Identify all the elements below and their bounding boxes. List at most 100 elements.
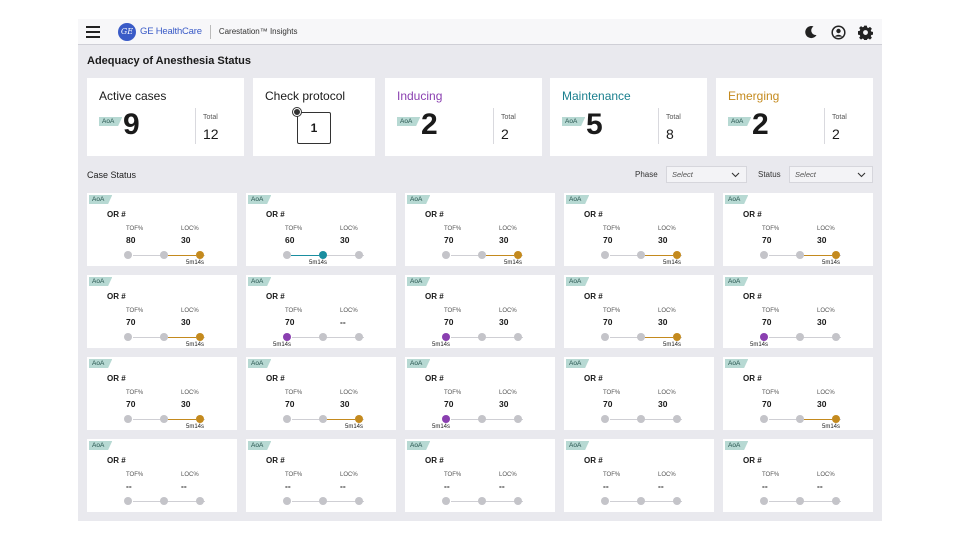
or-number: OR # xyxy=(266,456,285,465)
loc-value: 30 xyxy=(817,399,827,409)
case-card[interactable]: AoA OR # TOF% LOC% 70 30 5m14s xyxy=(87,357,237,430)
check-protocol-button[interactable]: 1 xyxy=(297,112,331,144)
aoa-tag: AoA xyxy=(725,359,749,368)
case-card[interactable]: AoA OR # TOF% LOC% 70 30 5m14s xyxy=(723,193,873,266)
summary-label: Maintenance xyxy=(562,89,631,103)
summary-label: Active cases xyxy=(99,89,167,103)
phase-dot-icon xyxy=(283,415,291,423)
summary-inducing[interactable]: Inducing AoA 2 Total 2 xyxy=(385,78,542,156)
phase-dot-icon xyxy=(637,415,645,423)
tof-value: -- xyxy=(126,481,132,491)
aoa-tag: AoA xyxy=(248,277,272,286)
tof-label: TOF% xyxy=(762,390,780,396)
phase-dot-icon xyxy=(442,333,450,341)
phase-dot-icon xyxy=(478,415,486,423)
summary-label: Emerging xyxy=(728,89,780,103)
case-card[interactable]: AoA OR # TOF% LOC% 70 30 5m14s xyxy=(405,357,555,430)
loc-value: -- xyxy=(817,481,823,491)
case-card[interactable]: AoA OR # TOF% LOC% -- -- xyxy=(87,439,237,512)
phase-track xyxy=(133,501,205,502)
loc-label: LOC% xyxy=(817,472,835,478)
loc-value: 30 xyxy=(817,235,827,245)
case-card[interactable]: AoA OR # TOF% LOC% 70 30 5m14s xyxy=(246,357,396,430)
phase-dot-icon xyxy=(196,333,204,341)
case-card[interactable]: AoA OR # TOF% LOC% 70 30 5m14s xyxy=(405,275,555,348)
phase-dot-icon xyxy=(442,251,450,259)
or-number: OR # xyxy=(743,292,762,301)
case-card[interactable]: AoA OR # TOF% LOC% 70 30 xyxy=(564,357,714,430)
summary-maintenance[interactable]: Maintenance AoA 5 Total 8 xyxy=(550,78,707,156)
phase-dot-icon xyxy=(673,333,681,341)
case-card[interactable]: AoA OR # TOF% LOC% 70 30 5m14s xyxy=(564,193,714,266)
loc-label: LOC% xyxy=(181,226,199,232)
tof-label: TOF% xyxy=(444,226,462,232)
phase-track xyxy=(292,501,364,502)
phase-dot-icon xyxy=(124,415,132,423)
case-card[interactable]: AoA OR # TOF% LOC% -- -- xyxy=(564,439,714,512)
case-card[interactable]: AoA OR # TOF% LOC% 80 30 5m14s xyxy=(87,193,237,266)
phase-dot-icon xyxy=(160,497,168,505)
loc-label: LOC% xyxy=(340,390,358,396)
loc-label: LOC% xyxy=(499,308,517,314)
tof-label: TOF% xyxy=(126,308,144,314)
phase-progress-segment xyxy=(486,255,514,256)
phase-time: 5m14s xyxy=(822,260,841,266)
or-number: OR # xyxy=(425,456,444,465)
menu-icon[interactable] xyxy=(86,19,108,45)
aoa-tag: AoA xyxy=(562,117,586,126)
tof-label: TOF% xyxy=(603,226,621,232)
case-card[interactable]: AoA OR # TOF% LOC% 70 30 5m14s xyxy=(87,275,237,348)
tof-value: 70 xyxy=(126,399,136,409)
summary-total: 12 xyxy=(203,126,219,142)
phase-dot-icon xyxy=(355,415,363,423)
loc-value: 30 xyxy=(658,399,668,409)
app-name: Carestation™ Insights xyxy=(218,27,298,36)
summary-divider xyxy=(195,108,196,144)
phase-progress-segment xyxy=(168,419,196,420)
phase-filter-label: Phase xyxy=(635,170,658,179)
case-card[interactable]: AoA OR # TOF% LOC% -- -- xyxy=(246,439,396,512)
phase-dot-icon xyxy=(514,333,522,341)
gear-icon[interactable] xyxy=(856,23,874,41)
tof-value: 70 xyxy=(444,235,454,245)
summary-check-protocol[interactable]: Check protocol 1 xyxy=(253,78,375,156)
case-card[interactable]: AoA OR # TOF% LOC% -- -- xyxy=(723,439,873,512)
phase-select[interactable]: Select xyxy=(666,166,747,183)
aoa-tag: AoA xyxy=(99,117,123,126)
summary-emerging[interactable]: Emerging AoA 2 Total 2 xyxy=(716,78,873,156)
case-card[interactable]: AoA OR # TOF% LOC% 60 30 5m14s xyxy=(246,193,396,266)
summary-divider xyxy=(493,108,494,144)
phase-dot-icon xyxy=(832,251,840,259)
aoa-tag: AoA xyxy=(566,195,590,204)
header-divider xyxy=(209,24,211,39)
case-card[interactable]: AoA OR # TOF% LOC% -- -- xyxy=(405,439,555,512)
summary-total: 2 xyxy=(501,126,509,142)
case-card[interactable]: AoA OR # TOF% LOC% 70 30 5m14s xyxy=(564,275,714,348)
summary-active-cases[interactable]: Active cases AoA 9 Total 12 xyxy=(87,78,244,156)
or-number: OR # xyxy=(584,292,603,301)
tof-label: TOF% xyxy=(444,390,462,396)
user-icon[interactable] xyxy=(829,23,847,41)
case-card[interactable]: AoA OR # TOF% LOC% 70 -- 5m14s xyxy=(246,275,396,348)
phase-track xyxy=(451,501,523,502)
summary-total-label: Total xyxy=(832,114,847,121)
aoa-tag: AoA xyxy=(407,277,431,286)
phase-time: 5m14s xyxy=(345,424,364,430)
phase-time: 5m14s xyxy=(750,342,769,348)
summary-total-label: Total xyxy=(203,114,218,121)
chevron-down-icon xyxy=(731,172,740,178)
case-card[interactable]: AoA OR # TOF% LOC% 70 30 5m14s xyxy=(723,275,873,348)
loc-label: LOC% xyxy=(658,308,676,314)
or-number: OR # xyxy=(743,374,762,383)
loc-value: 30 xyxy=(499,317,509,327)
case-card[interactable]: AoA OR # TOF% LOC% 70 30 5m14s xyxy=(723,357,873,430)
loc-value: -- xyxy=(658,481,664,491)
status-filter-label: Status xyxy=(758,170,781,179)
phase-dot-icon xyxy=(514,415,522,423)
status-select[interactable]: Select xyxy=(789,166,873,183)
moon-icon[interactable] xyxy=(802,23,820,41)
loc-value: 30 xyxy=(499,235,509,245)
phase-dot-icon xyxy=(196,251,204,259)
tof-label: TOF% xyxy=(444,308,462,314)
case-card[interactable]: AoA OR # TOF% LOC% 70 30 5m14s xyxy=(405,193,555,266)
